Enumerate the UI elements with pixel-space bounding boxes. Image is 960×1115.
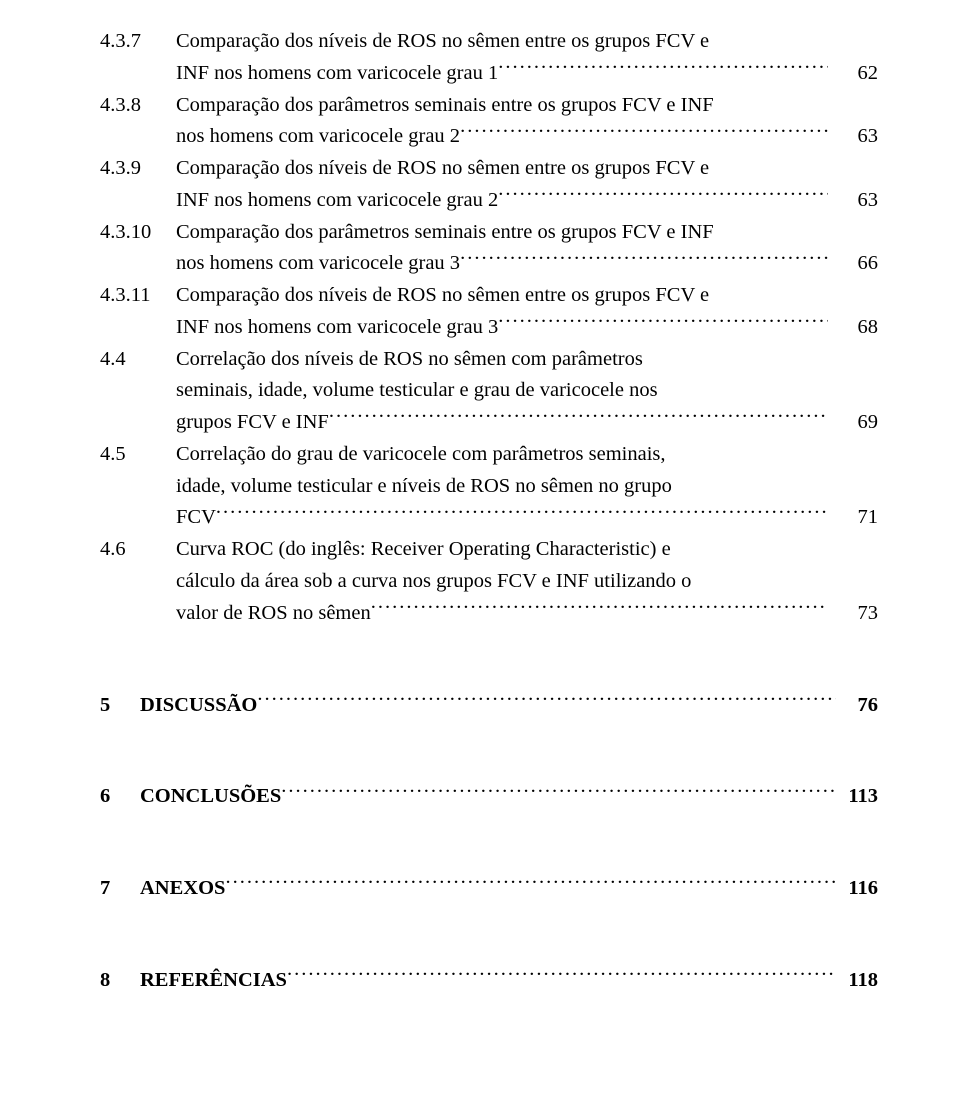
major-number: 8 <box>100 965 140 997</box>
toc-entry-page: 66 <box>836 217 878 281</box>
toc-entry-text: Comparação dos parâmetros seminais entre… <box>176 90 836 122</box>
major-title: REFERÊNCIAS <box>140 965 836 997</box>
toc-table: 4.3.7Comparação dos níveis de ROS no sêm… <box>100 26 878 630</box>
major-page: 113 <box>836 781 878 813</box>
toc-entry-text: Correlação dos níveis de ROS no sêmen co… <box>176 344 836 376</box>
toc-entry-text: Comparação dos níveis de ROS no sêmen en… <box>176 26 836 58</box>
toc-entry-lastline: INF nos homens com varicocele grau 1 <box>176 58 836 90</box>
toc-entry-text: Curva ROC (do inglês: Receiver Operating… <box>176 534 836 566</box>
toc-entry-number: 4.3.10 <box>100 217 176 281</box>
toc-entry-number: 4.3.9 <box>100 153 176 217</box>
toc-entry-page: 71 <box>836 439 878 534</box>
major-page: 76 <box>836 690 878 722</box>
major-title: CONCLUSÕES <box>140 781 836 813</box>
major-page: 118 <box>836 965 878 997</box>
toc-entry-lastline: nos homens com varicocele grau 2 <box>176 121 836 153</box>
toc-entry-text: Comparação dos parâmetros seminais entre… <box>176 217 836 249</box>
toc-entry-lastline: nos homens com varicocele grau 3 <box>176 248 836 280</box>
toc-entry-text: Comparação dos níveis de ROS no sêmen en… <box>176 280 836 312</box>
toc-entry-number: 4.3.7 <box>100 26 176 90</box>
toc-entry-number: 4.3.11 <box>100 280 176 344</box>
toc-entry-lastline: INF nos homens com varicocele grau 3 <box>176 312 836 344</box>
toc-entry-page: 68 <box>836 280 878 344</box>
toc-entry-lastline: INF nos homens com varicocele grau 2 <box>176 185 836 217</box>
toc-entry-page: 63 <box>836 90 878 154</box>
toc-entry-text: cálculo da área sob a curva nos grupos F… <box>176 566 836 598</box>
toc-entry-number: 4.5 <box>100 439 176 534</box>
major-sections: 5DISCUSSÃO76 6CONCLUSÕES113 7ANEXOS116 8REF… <box>100 630 878 997</box>
toc-entry-text: Comparação dos níveis de ROS no sêmen en… <box>176 153 836 185</box>
toc-entry-page: 69 <box>836 344 878 439</box>
major-number: 6 <box>100 781 140 813</box>
toc-entry-page: 62 <box>836 26 878 90</box>
major-page: 116 <box>836 873 878 905</box>
major-number: 5 <box>100 690 140 722</box>
toc-entry-text: idade, volume testicular e níveis de ROS… <box>176 471 836 503</box>
toc-entry-number: 4.4 <box>100 344 176 439</box>
toc-entry-page: 73 <box>836 534 878 629</box>
major-number: 7 <box>100 873 140 905</box>
toc-entry-lastline: FCV <box>176 502 836 534</box>
major-title: ANEXOS <box>140 873 836 905</box>
toc-entry-text: Correlação do grau de varicocele com par… <box>176 439 836 471</box>
toc-entry-text: seminais, idade, volume testicular e gra… <box>176 375 836 407</box>
major-title: DISCUSSÃO <box>140 690 836 722</box>
toc-entry-lastline: grupos FCV e INF <box>176 407 836 439</box>
toc-entry-number: 4.6 <box>100 534 176 629</box>
toc-entry-lastline: valor de ROS no sêmen <box>176 598 836 630</box>
toc-entry-page: 63 <box>836 153 878 217</box>
toc-entry-number: 4.3.8 <box>100 90 176 154</box>
